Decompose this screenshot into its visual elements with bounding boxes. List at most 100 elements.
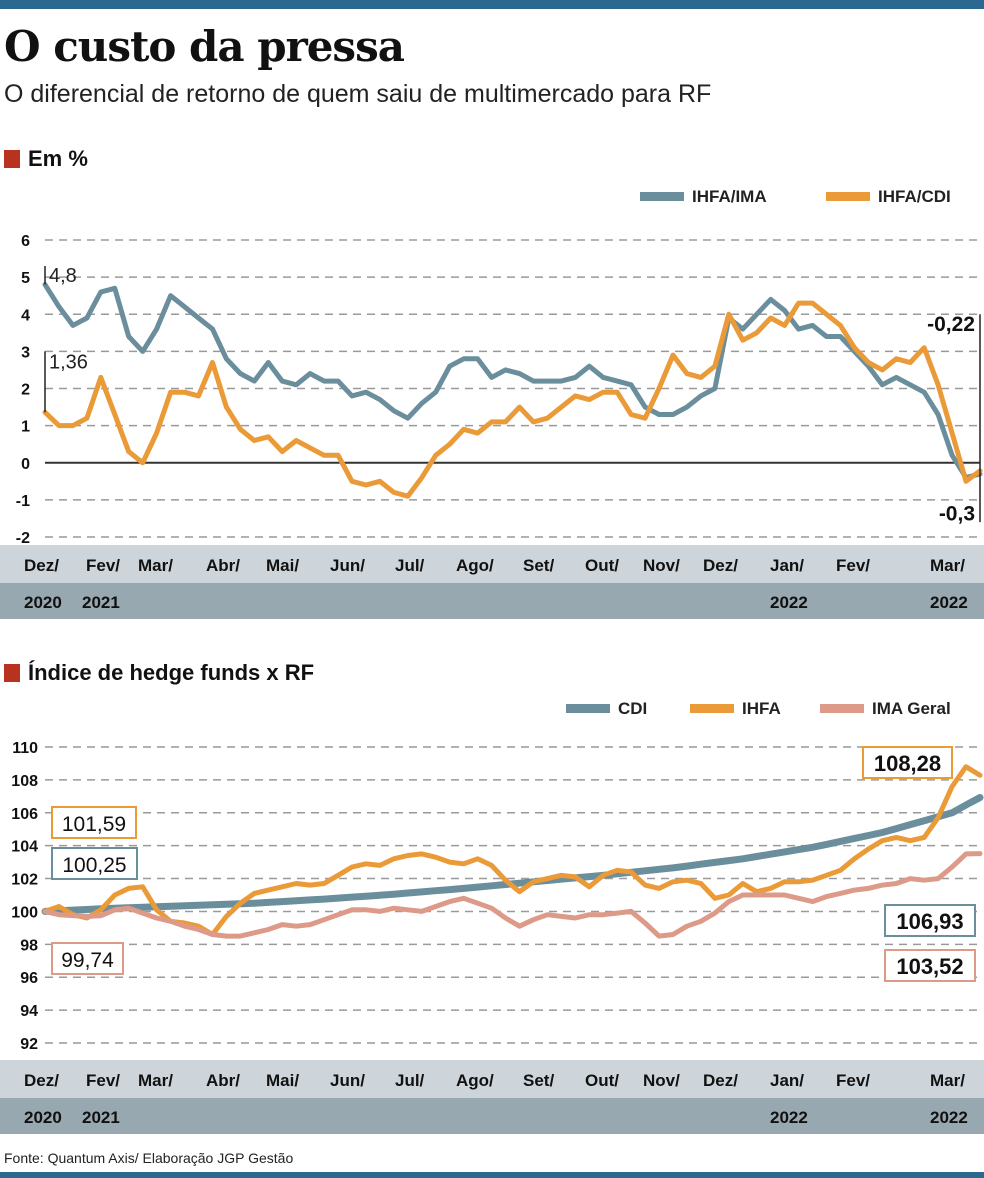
x-tick-month: Ago/ <box>456 1071 494 1090</box>
section-title-2: Índice de hedge funds x RF <box>4 660 314 686</box>
x-tick-month: Mar/ <box>930 1071 965 1090</box>
x-tick-month: Ago/ <box>456 556 494 575</box>
section-title-text: Índice de hedge funds x RF <box>28 660 315 685</box>
annotation-ihfa-cdi-end: -0,22 <box>927 313 975 336</box>
series-line-ihfa-ima <box>42 282 983 481</box>
y-tick-label: 94 <box>20 1003 38 1020</box>
x-axis-band-years <box>0 1098 984 1134</box>
annotation-ihfa-start-box <box>51 806 137 839</box>
x-tick-month: Dez/ <box>24 1071 59 1090</box>
legend-swatch <box>566 704 610 713</box>
x-tick-month: Dez/ <box>703 1071 738 1090</box>
x-tick-year: 2021 <box>82 1108 120 1127</box>
x-tick-month: Fev/ <box>86 1071 120 1090</box>
x-tick-month: Fev/ <box>86 556 120 575</box>
y-tick-label: 104 <box>11 839 38 856</box>
x-tick-month: Fev/ <box>836 556 870 575</box>
annotation-ima-end: 103,52 <box>896 954 963 979</box>
x-tick-month: Out/ <box>585 1071 619 1090</box>
legend-swatch <box>820 704 864 713</box>
y-tick-label: 3 <box>21 344 30 361</box>
y-tick-label: -2 <box>16 530 30 547</box>
legend-swatch <box>690 704 734 713</box>
x-tick-year: 2020 <box>24 593 62 612</box>
x-tick-month: Jul/ <box>395 556 425 575</box>
section-title-text: Em % <box>28 146 88 171</box>
annotation-ihfa-cdi-start: 1,36 <box>49 351 88 373</box>
x-tick-month: Abr/ <box>206 556 240 575</box>
series-line-ihfa-cdi <box>42 300 983 499</box>
annotation-ihfa-end-box <box>862 746 953 779</box>
x-axis-band-months <box>0 1060 984 1098</box>
y-tick-label: 96 <box>20 970 38 987</box>
legend-swatch <box>826 192 870 201</box>
chart-1: IHFA/IMA IHFA/CDI 6 5 4 3 2 1 0 -1 -2 Dez/Fev/Mar/A… <box>0 187 984 619</box>
source-note: Fonte: Quantum Axis/ Elaboração JGP Gest… <box>4 1150 294 1166</box>
y-tick-label: 6 <box>21 233 30 250</box>
legend-label: IMA Geral <box>872 699 951 718</box>
legend-label: CDI <box>618 699 647 718</box>
legend-label: IHFA/IMA <box>692 187 767 206</box>
x-tick-month: Set/ <box>523 1071 554 1090</box>
y-tick-label: 2 <box>21 382 30 399</box>
annotation-ima-start: 99,74 <box>61 949 114 972</box>
x-tick-month: Mai/ <box>266 1071 299 1090</box>
bottom-stripe <box>0 1172 984 1178</box>
annotation-ihfa-ima-start: 4,8 <box>49 265 77 287</box>
chart-subtitle: O diferencial de retorno de quem saiu de… <box>4 80 712 108</box>
x-tick-month: Mar/ <box>138 556 173 575</box>
x-tick-month: Mar/ <box>930 556 965 575</box>
y-tick-label: -1 <box>16 493 30 510</box>
chart-2: CDI IHFA IMA Geral 110 108 106 104 102 100 98 96 94… <box>0 699 984 1134</box>
annotation-ihfa-end: 108,28 <box>874 751 941 776</box>
y-tick-label: 0 <box>21 456 30 473</box>
series-line-ihfa <box>42 764 983 937</box>
x-tick-year: 2022 <box>770 593 808 612</box>
y-tick-label: 5 <box>21 270 30 287</box>
section-marker <box>4 150 20 168</box>
x-tick-month: Nov/ <box>643 1071 680 1090</box>
x-tick-year: 2020 <box>24 1108 62 1127</box>
x-tick-month: Fev/ <box>836 1071 870 1090</box>
x-tick-month: Nov/ <box>643 556 680 575</box>
x-tick-month: Jul/ <box>395 1071 425 1090</box>
section-title-1: Em % <box>4 146 88 172</box>
x-tick-year: 2021 <box>82 593 120 612</box>
x-tick-month: Jun/ <box>330 1071 365 1090</box>
x-tick-month: Dez/ <box>24 556 59 575</box>
x-tick-year: 2022 <box>930 593 968 612</box>
chart-title: O custo da pressa <box>4 22 405 71</box>
top-stripe <box>0 0 984 9</box>
legend-swatch <box>640 192 684 201</box>
x-tick-month: Mar/ <box>138 1071 173 1090</box>
section-marker <box>4 664 20 682</box>
x-tick-month: Jan/ <box>770 556 804 575</box>
annotation-cdi-start-box <box>51 847 138 880</box>
y-tick-label: 106 <box>11 806 38 823</box>
y-tick-label: 108 <box>11 773 38 790</box>
annotation-ihfa-start: 101,59 <box>62 813 126 836</box>
annotation-cdi-end-box <box>884 904 976 937</box>
x-tick-month: Out/ <box>585 556 619 575</box>
y-tick-label: 100 <box>11 904 38 921</box>
annotation-cdi-end: 106,93 <box>896 909 963 934</box>
x-tick-month: Mai/ <box>266 556 299 575</box>
annotation-ima-start-box <box>51 942 124 975</box>
legend-label: IHFA <box>742 699 781 718</box>
y-tick-label: 98 <box>20 937 38 954</box>
x-tick-month: Abr/ <box>206 1071 240 1090</box>
y-tick-label: 110 <box>12 740 38 757</box>
x-tick-month: Set/ <box>523 556 554 575</box>
x-axis-band-months <box>0 545 984 583</box>
annotation-cdi-start: 100,25 <box>62 854 126 877</box>
x-axis-band-years <box>0 583 984 619</box>
x-tick-month: Dez/ <box>703 556 738 575</box>
x-tick-month: Jan/ <box>770 1071 804 1090</box>
y-tick-label: 92 <box>20 1036 38 1053</box>
x-tick-month: Jun/ <box>330 556 365 575</box>
series-line-ima-geral <box>42 851 983 939</box>
annotation-ihfa-ima-end: -0,3 <box>939 502 975 525</box>
legend-label: IHFA/CDI <box>878 187 951 206</box>
annotation-ima-end-box <box>884 949 976 982</box>
y-tick-label: 1 <box>21 419 30 436</box>
